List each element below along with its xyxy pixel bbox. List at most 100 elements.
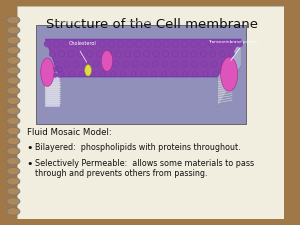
Text: Cholesterol: Cholesterol — [69, 41, 97, 46]
Circle shape — [103, 61, 109, 67]
Circle shape — [43, 67, 48, 72]
Circle shape — [121, 72, 126, 77]
Circle shape — [183, 72, 188, 77]
Text: through and prevents others from passing.: through and prevents others from passing… — [35, 169, 208, 178]
Circle shape — [123, 61, 128, 67]
Ellipse shape — [7, 57, 20, 64]
Circle shape — [106, 51, 112, 57]
Ellipse shape — [221, 57, 238, 91]
Circle shape — [111, 72, 116, 77]
Circle shape — [152, 61, 158, 67]
Text: Glycoprotein: Glycoprotein — [55, 20, 81, 24]
Circle shape — [221, 61, 226, 67]
Text: •: • — [26, 159, 33, 169]
Circle shape — [90, 72, 95, 77]
Ellipse shape — [7, 157, 20, 165]
Circle shape — [141, 72, 146, 77]
Circle shape — [81, 40, 87, 47]
Circle shape — [69, 72, 74, 77]
Circle shape — [192, 61, 197, 67]
Circle shape — [57, 73, 62, 77]
Ellipse shape — [7, 167, 20, 175]
Ellipse shape — [7, 178, 20, 185]
Circle shape — [136, 40, 142, 47]
Ellipse shape — [101, 50, 113, 71]
Ellipse shape — [7, 97, 20, 104]
Circle shape — [142, 61, 148, 67]
Polygon shape — [218, 39, 242, 107]
Circle shape — [172, 61, 178, 67]
Circle shape — [100, 72, 105, 77]
Ellipse shape — [7, 147, 20, 155]
Ellipse shape — [7, 107, 20, 115]
Circle shape — [210, 51, 216, 57]
Ellipse shape — [7, 16, 20, 24]
Circle shape — [218, 40, 225, 47]
Ellipse shape — [7, 198, 20, 205]
Circle shape — [201, 61, 207, 67]
FancyBboxPatch shape — [46, 77, 60, 107]
Circle shape — [117, 40, 124, 47]
Circle shape — [43, 73, 48, 77]
Circle shape — [52, 73, 57, 77]
Circle shape — [48, 67, 52, 72]
Circle shape — [126, 40, 133, 47]
Ellipse shape — [7, 67, 20, 74]
Circle shape — [152, 72, 157, 77]
Circle shape — [200, 51, 206, 57]
Circle shape — [229, 51, 235, 57]
Circle shape — [58, 51, 64, 57]
Circle shape — [108, 40, 115, 47]
Circle shape — [190, 40, 197, 47]
Circle shape — [154, 40, 160, 47]
Circle shape — [125, 51, 131, 57]
Circle shape — [193, 72, 198, 77]
FancyBboxPatch shape — [36, 25, 246, 124]
Circle shape — [209, 40, 215, 47]
Circle shape — [62, 40, 69, 47]
Circle shape — [96, 51, 102, 57]
Circle shape — [48, 73, 52, 77]
Text: Fluid Mosaic Model:: Fluid Mosaic Model: — [26, 128, 111, 137]
Circle shape — [74, 61, 79, 67]
Ellipse shape — [7, 77, 20, 84]
Circle shape — [172, 72, 177, 77]
FancyBboxPatch shape — [17, 6, 284, 219]
Circle shape — [99, 40, 106, 47]
Ellipse shape — [7, 127, 20, 135]
Text: Bilayered:  phospholipids with proteins throughout.: Bilayered: phospholipids with proteins t… — [35, 143, 241, 152]
Circle shape — [134, 51, 140, 57]
Circle shape — [144, 51, 150, 57]
Text: Phospholipid: Phospholipid — [126, 20, 152, 24]
Circle shape — [236, 40, 243, 47]
Circle shape — [49, 51, 55, 57]
Text: Transmembrane protein: Transmembrane protein — [208, 40, 258, 44]
Circle shape — [93, 61, 99, 67]
Polygon shape — [46, 39, 242, 77]
Circle shape — [162, 72, 167, 77]
Circle shape — [182, 51, 188, 57]
Circle shape — [113, 61, 118, 67]
Circle shape — [115, 51, 121, 57]
Circle shape — [52, 67, 57, 72]
Circle shape — [44, 40, 51, 47]
Ellipse shape — [7, 87, 20, 94]
Circle shape — [182, 40, 188, 47]
Circle shape — [172, 40, 179, 47]
Ellipse shape — [7, 188, 20, 195]
Circle shape — [172, 51, 178, 57]
Circle shape — [191, 51, 197, 57]
Circle shape — [87, 51, 93, 57]
Circle shape — [163, 40, 170, 47]
Circle shape — [145, 40, 152, 47]
Circle shape — [71, 40, 78, 47]
Ellipse shape — [85, 65, 92, 76]
Ellipse shape — [7, 26, 20, 34]
Circle shape — [227, 40, 234, 47]
Circle shape — [203, 72, 208, 77]
Circle shape — [153, 51, 159, 57]
Circle shape — [84, 61, 89, 67]
Circle shape — [211, 61, 217, 67]
Circle shape — [53, 40, 60, 47]
Ellipse shape — [7, 208, 20, 215]
